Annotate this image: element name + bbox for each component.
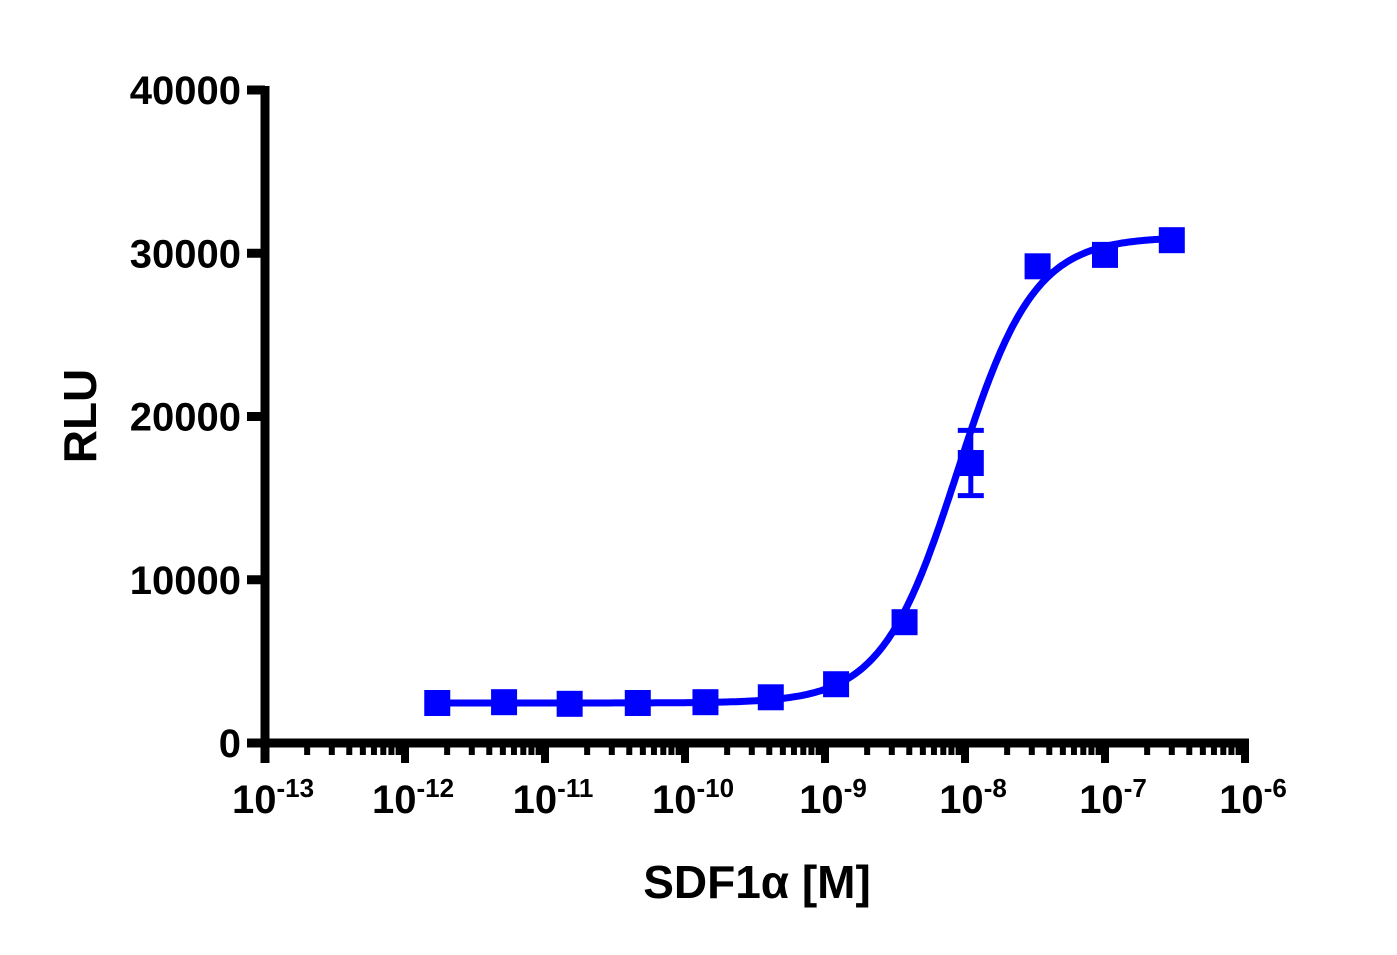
x-tick-label: 10-10	[652, 773, 734, 822]
x-axis-title: SDF1α [M]	[643, 856, 871, 908]
data-point-square	[823, 671, 850, 698]
data-point-square	[891, 609, 918, 636]
data-point-square	[624, 690, 651, 717]
y-tick-label: 10000	[130, 559, 241, 603]
y-tick-label: 20000	[130, 396, 241, 440]
x-tick-label: 10-6	[1219, 773, 1287, 822]
data-point-square	[1092, 241, 1118, 268]
axes: 0 10000 20000 30000 40000 10-13 10-12 10-11 10-1…	[130, 69, 1287, 822]
data-point-square	[1158, 227, 1185, 254]
data-point-square	[556, 690, 583, 717]
x-tick-label: 10-8	[939, 773, 1007, 822]
data-point-square	[1024, 253, 1051, 280]
y-tick-label: 0	[219, 722, 241, 766]
data-point-square	[957, 450, 984, 477]
x-tick-label: 10-9	[799, 773, 867, 822]
data-point-square	[491, 689, 518, 716]
data-point-square	[424, 690, 451, 717]
data-point-square	[692, 689, 719, 716]
x-tick-label: 10-12	[372, 773, 454, 822]
fit-curve	[437, 235, 1172, 707]
x-tick-label: 10-7	[1079, 773, 1147, 822]
data-point-square	[757, 684, 784, 711]
x-tick-label: 10-11	[513, 773, 594, 822]
x-tick-label: 10-13	[232, 773, 314, 822]
plot-area	[424, 227, 1185, 717]
y-tick-label: 40000	[130, 69, 241, 113]
y-tick-label: 30000	[130, 232, 241, 276]
y-axis-title: RLU	[54, 369, 106, 464]
